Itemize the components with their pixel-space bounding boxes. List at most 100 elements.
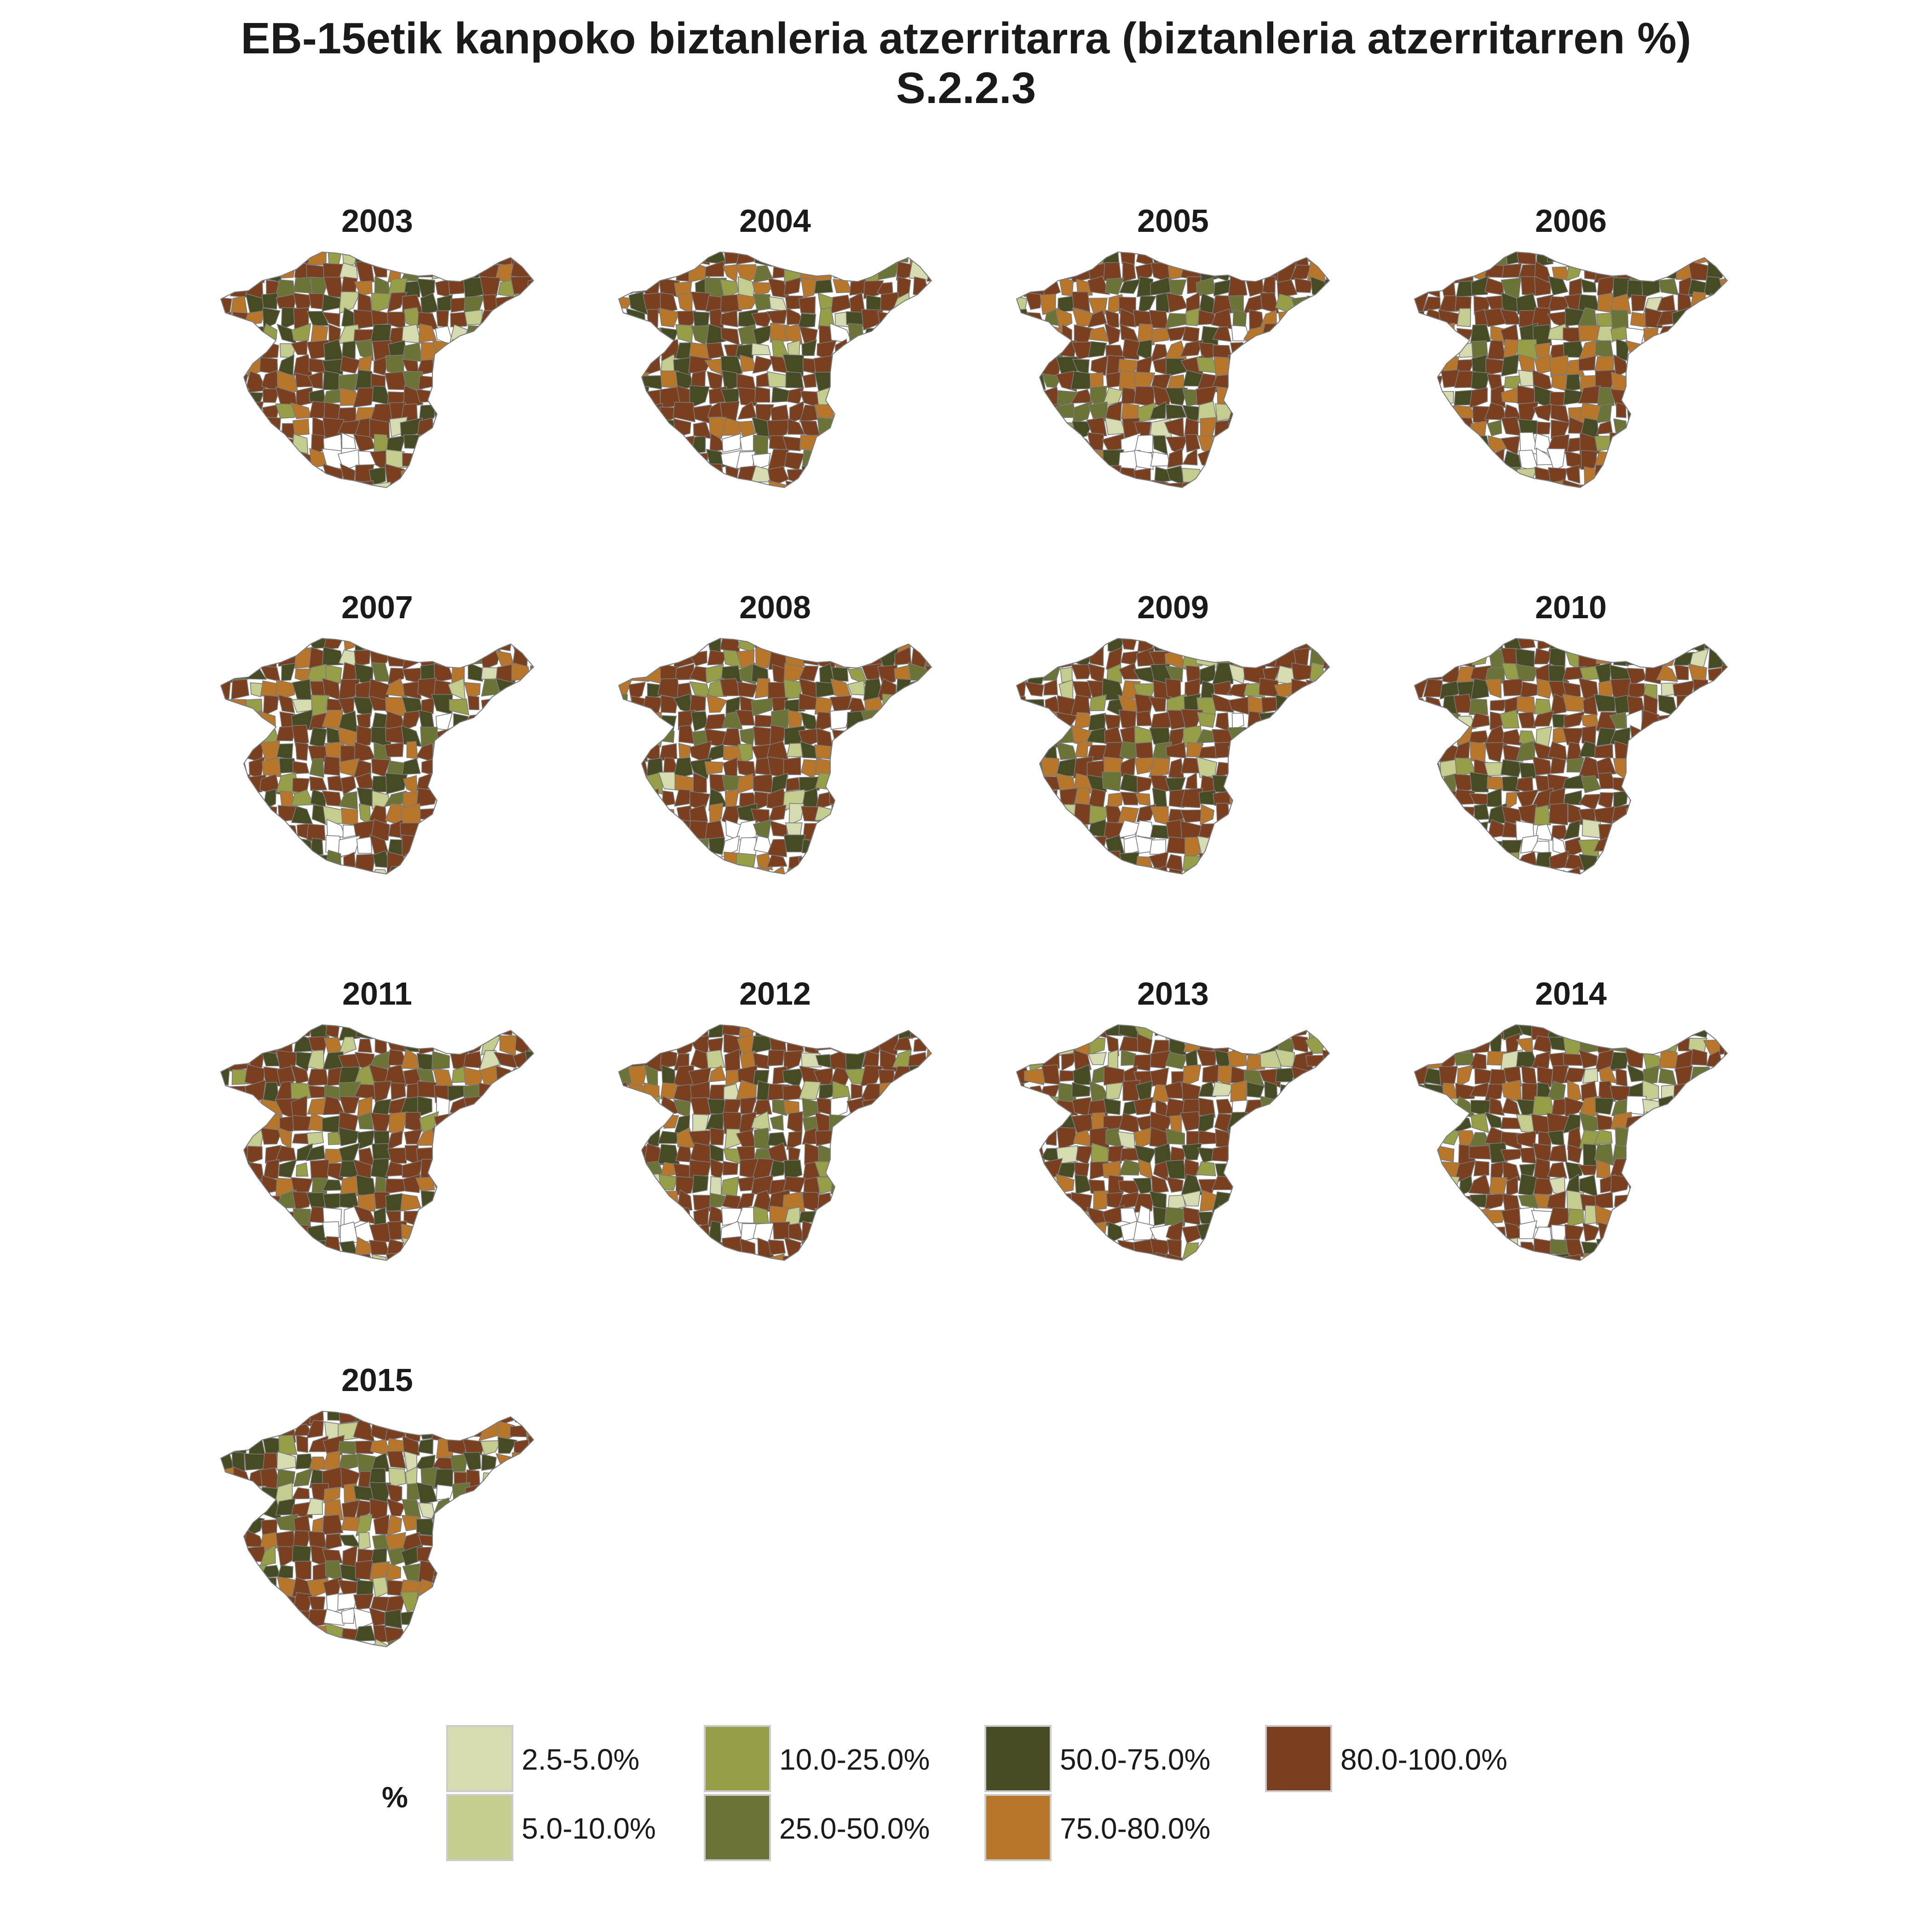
municipality-cell — [619, 838, 632, 853]
municipality-cell — [278, 1435, 298, 1455]
municipality-cell — [416, 1547, 438, 1563]
municipality-cell — [449, 837, 468, 856]
municipality-cell — [1552, 266, 1570, 281]
municipality-cell — [244, 482, 263, 488]
municipality-cell — [221, 835, 230, 857]
municipality-cell — [1502, 678, 1523, 696]
municipality-cell — [322, 1450, 341, 1470]
municipality-cell — [323, 276, 344, 298]
municipality-cell — [341, 1607, 355, 1624]
municipality-cell — [1565, 374, 1581, 392]
municipality-cell — [798, 1211, 820, 1223]
municipality-cell — [1547, 1253, 1570, 1260]
municipality-cell — [221, 1252, 233, 1260]
municipality-cell — [1024, 292, 1042, 310]
municipality-cell — [306, 1132, 324, 1146]
municipality-cell — [619, 358, 630, 375]
municipality-cell — [450, 1547, 469, 1565]
municipality-cell — [1534, 698, 1552, 714]
municipality-cell — [1041, 419, 1062, 440]
municipality-cell — [1088, 298, 1108, 315]
municipality-cell — [643, 1254, 662, 1260]
municipality-cell — [658, 453, 678, 470]
municipality-cell — [276, 743, 293, 760]
municipality-cell — [1228, 354, 1251, 374]
municipality-cell — [737, 743, 753, 764]
municipality-cell — [1656, 865, 1676, 874]
municipality-cell — [1024, 835, 1047, 853]
municipality-cell — [1327, 450, 1329, 466]
municipality-cell — [626, 1207, 643, 1228]
municipality-cell — [435, 712, 453, 730]
municipality-cell — [924, 698, 932, 716]
municipality-cell — [387, 1147, 407, 1164]
municipality-cell — [641, 434, 665, 454]
municipality-cell — [1443, 480, 1459, 488]
municipality-cell — [645, 1037, 662, 1055]
municipality-cell — [511, 728, 533, 748]
municipality-cell — [368, 805, 387, 824]
municipality-cell — [642, 449, 663, 471]
municipality-cell — [1705, 467, 1724, 486]
municipality-cell — [420, 1625, 437, 1646]
municipality-cells — [1414, 1025, 1727, 1260]
municipality-cell — [1689, 370, 1707, 391]
legend-swatch — [984, 1725, 1052, 1792]
municipality-cell — [1322, 435, 1329, 454]
municipality-cell — [766, 788, 788, 811]
municipality-cell — [231, 265, 251, 283]
municipality-cell — [1150, 1067, 1169, 1087]
municipality-cell — [628, 1159, 645, 1179]
municipality-cell — [388, 1111, 408, 1134]
municipality-cell — [1293, 695, 1312, 717]
municipality-cell — [817, 451, 836, 466]
municipality-cell — [339, 262, 358, 279]
municipality-cell — [1629, 1127, 1647, 1147]
legend-label: 10.0-25.0% — [779, 1743, 930, 1776]
municipality-cell — [1045, 264, 1059, 281]
municipality-cell — [1470, 1194, 1487, 1208]
municipality-cell — [1230, 836, 1248, 852]
municipality-cell — [1243, 839, 1265, 854]
municipality-cell — [1198, 866, 1214, 874]
municipality-cell — [1428, 647, 1445, 669]
municipality-cell — [1039, 1084, 1061, 1098]
municipality-cell — [221, 467, 236, 485]
municipality-cell — [1442, 823, 1458, 838]
municipality-cell — [1707, 1252, 1726, 1260]
municipality-cell — [1687, 1160, 1707, 1181]
municipality-cell — [619, 469, 631, 484]
municipality-cell — [512, 1098, 533, 1116]
municipality-cell — [1615, 1127, 1633, 1148]
municipality-cell — [529, 1193, 534, 1208]
municipality-cell — [1596, 756, 1617, 776]
municipality-cell — [1643, 772, 1664, 793]
municipality-cell — [1612, 868, 1629, 874]
municipality-cell — [417, 1438, 434, 1455]
municipality-cell — [1533, 1035, 1552, 1053]
municipality-cell — [1642, 484, 1663, 488]
municipality-cell — [1580, 252, 1598, 266]
municipality-cell — [432, 773, 452, 792]
municipality-cell — [323, 1236, 341, 1255]
municipality-cell — [1073, 852, 1092, 868]
municipality-cell — [832, 252, 849, 268]
municipality-cell — [1454, 852, 1476, 874]
municipality-cell — [1414, 646, 1426, 669]
municipality-cell — [1720, 678, 1727, 701]
municipality-cell — [644, 649, 663, 670]
region-outline — [1016, 1024, 1330, 1261]
municipality-cell — [1259, 803, 1278, 825]
region-outline — [618, 1024, 932, 1261]
municipality-cell — [785, 371, 804, 389]
municipality-cell — [259, 1577, 277, 1599]
municipality-cell — [1704, 1205, 1722, 1228]
municipality-cell — [629, 837, 650, 857]
municipality-cell — [421, 697, 435, 714]
municipality-cell — [512, 339, 531, 358]
municipality-cell — [738, 1025, 759, 1038]
municipality-cell — [450, 1209, 471, 1226]
municipality-cell — [1258, 354, 1282, 377]
municipality-cell — [907, 1082, 930, 1098]
municipality-cell — [386, 1450, 407, 1469]
